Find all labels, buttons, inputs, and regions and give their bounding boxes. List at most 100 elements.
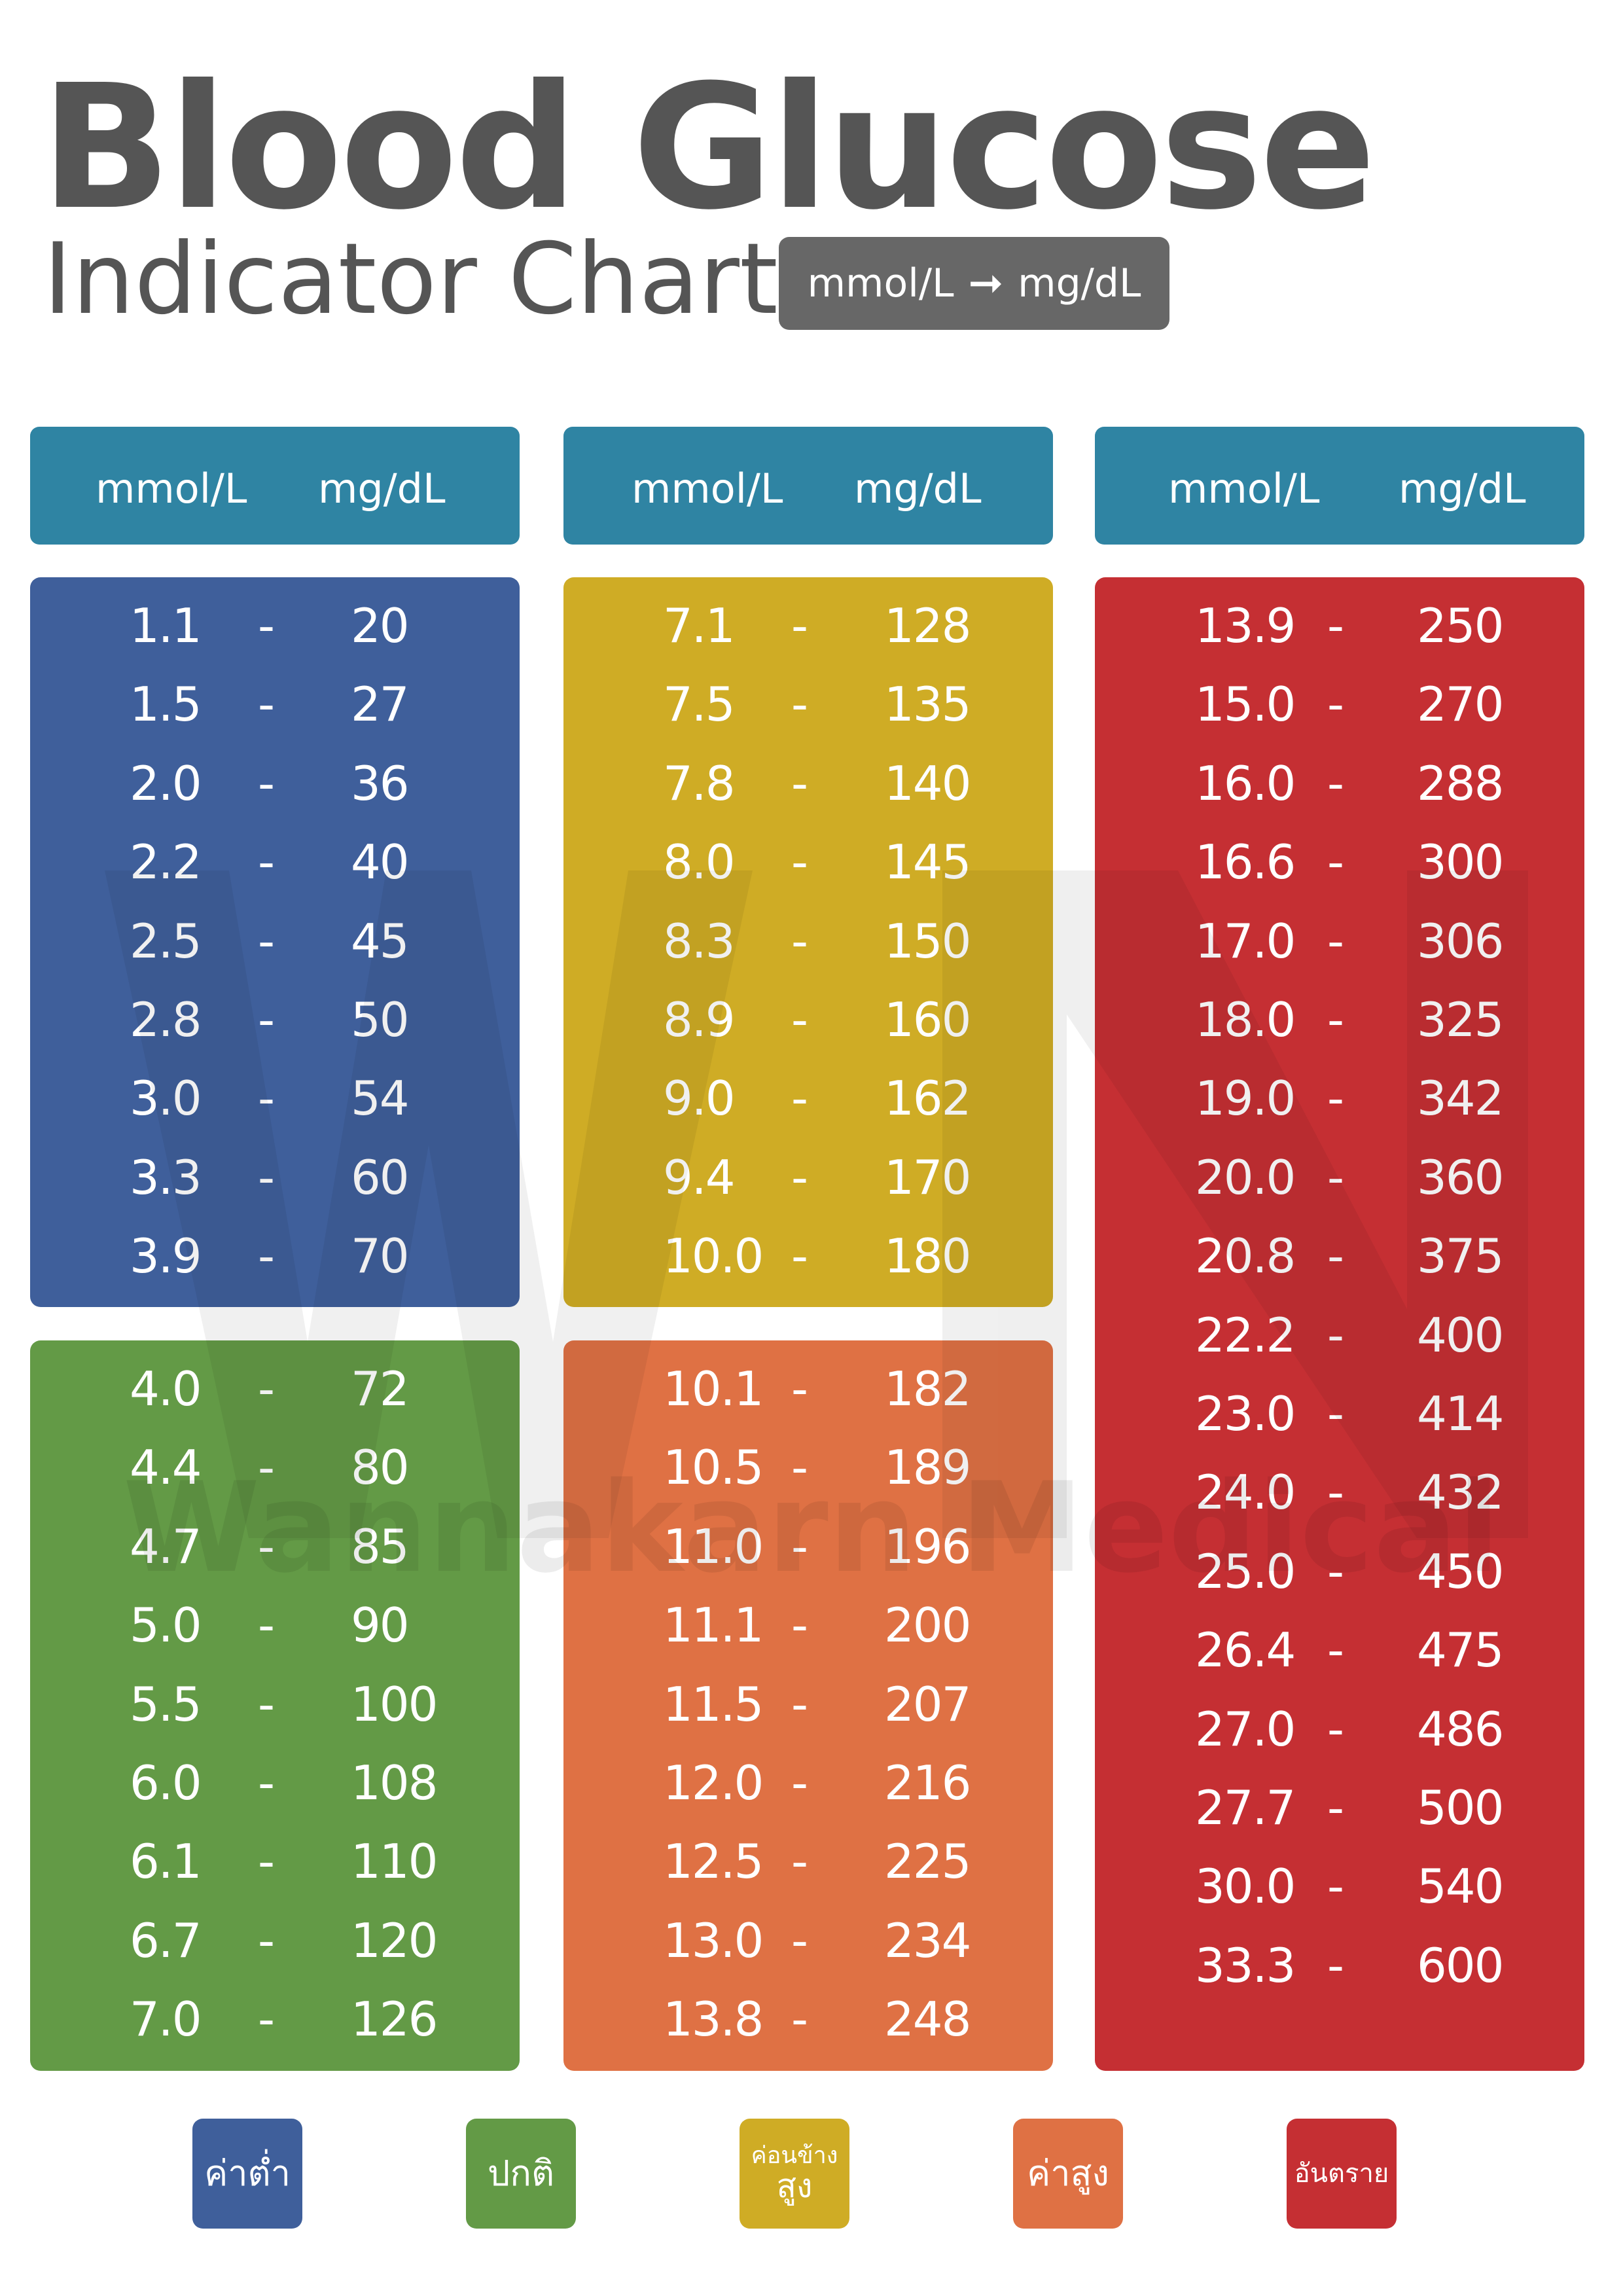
arrow-right-icon: ➞ [968,259,1004,308]
table-row: 20.0- 360 [1095,1136,1584,1214]
mgdl-value: 90 [351,1598,410,1653]
legend-label: ค่าสูง [1027,2153,1109,2195]
mgdl-value: 250 [1417,598,1504,653]
mmol-value: 12.5 [663,1834,764,1890]
mgdl-value: 325 [1417,992,1504,1047]
dash-separator: - [258,598,275,653]
dash-separator: - [258,1755,275,1810]
unit-from: mmol/L [807,260,954,306]
dash-separator: - [258,1361,275,1416]
mmol-value: 12.0 [663,1755,764,1810]
mmol-value: 27.7 [1195,1780,1296,1835]
mgdl-value: 128 [884,598,971,653]
table-row: 5.5- 100 [30,1662,520,1741]
dash-separator: - [258,913,275,969]
dash-separator: - [258,755,275,811]
mgdl-value: 36 [351,755,410,811]
dash-separator: - [258,1071,275,1126]
dash-separator: - [258,1912,275,1968]
table-row: 6.0 - 108 [30,1741,520,1820]
table-row: 33.3- 600 [1095,1924,1584,2002]
table-row: 25.0- 450 [1095,1530,1584,1608]
dash-separator: - [791,992,808,1047]
table-row: 6.1- 110 [30,1820,520,1898]
range-block-low: 1.1-20 1.5-27 2.0-36 2.2-40 2.5-45 2.8-50 3.0-… [30,577,520,1307]
header-mg: mg/dL [1399,465,1526,512]
mmol-value: 20.8 [1195,1229,1296,1284]
mmol-value: 2.0 [130,755,202,811]
mmol-value: 9.0 [663,1071,736,1126]
mgdl-value: 60 [351,1149,410,1205]
dash-separator: - [1327,992,1344,1047]
dash-separator: - [1327,1859,1344,1914]
mmol-value: 26.4 [1195,1623,1296,1678]
mgdl-value: 100 [351,1676,438,1732]
table-row: 11.5- 207 [563,1662,1053,1741]
mgdl-value: 500 [1417,1780,1504,1835]
table-row: 26.4- 475 [1095,1608,1584,1687]
mgdl-value: 72 [351,1361,410,1416]
dash-separator: - [791,1834,808,1890]
mgdl-value: 248 [884,1992,971,2047]
table-row: 16.6- 300 [1095,820,1584,899]
mmol-value: 2.8 [130,992,202,1047]
table-row: 2.5- 45 [30,899,520,978]
table-row: 17.0- 306 [1095,899,1584,978]
table-row: 22.2- 400 [1095,1293,1584,1372]
legend-label: ค่าต่ำ [204,2153,291,2195]
mgdl-value: 216 [884,1755,971,1810]
dash-separator: - [791,1992,808,2047]
table-row: 24.0- 432 [1095,1450,1584,1529]
mmol-value: 5.5 [130,1676,202,1732]
legend-borderline: ค่อนข้าง สูง [740,2119,849,2229]
dash-separator: - [1327,1149,1344,1205]
mmol-value: 17.0 [1195,913,1296,969]
range-block-borderline: 7.1-128 7.5-135 7.8-140 8.0-145 8.3-150 8.9-1… [563,577,1053,1307]
mgdl-value: 207 [884,1676,971,1732]
unit-conversion-badge: mmol/L ➞ mg/dL [779,237,1169,330]
table-row: 20.8- 375 [1095,1214,1584,1293]
table-row: 13.8- 248 [563,1977,1053,2056]
dash-separator: - [791,1598,808,1653]
mmol-value: 16.0 [1195,755,1296,811]
table-row: 5.0 - 90 [30,1583,520,1662]
header-mg: mg/dL [318,465,446,512]
dash-separator: - [791,1912,808,1968]
table-row: 18.0- 325 [1095,978,1584,1056]
table-row: 9.4- 170 [563,1136,1053,1214]
mgdl-value: 300 [1417,834,1504,890]
mgdl-value: 45 [351,913,410,969]
table-row: 11.0- 196 [563,1505,1053,1583]
table-row: 7.1- 128 [563,584,1053,662]
mmol-value: 10.0 [663,1229,764,1284]
mmol-value: 13.8 [663,1992,764,2047]
dash-separator: - [1327,1543,1344,1599]
dash-separator: - [258,1440,275,1496]
mgdl-value: 375 [1417,1229,1504,1284]
dash-separator: - [791,1518,808,1574]
mmol-value: 2.5 [130,913,202,969]
dash-separator: - [791,1071,808,1126]
dash-separator: - [1327,598,1344,653]
header-mmol: mmol/L [96,465,247,512]
mgdl-value: 475 [1417,1623,1504,1678]
mmol-value: 10.1 [663,1361,764,1416]
mmol-value: 18.0 [1195,992,1296,1047]
mgdl-value: 50 [351,992,410,1047]
mgdl-value: 150 [884,913,971,969]
mgdl-value: 120 [351,1912,438,1968]
unit-to: mg/dL [1018,260,1141,306]
dash-separator: - [791,1361,808,1416]
dash-separator: - [258,1518,275,1574]
dash-separator: - [258,1834,275,1890]
mmol-value: 8.0 [663,834,736,890]
table-row: 4.7- 85 [30,1505,520,1583]
mgdl-value: 306 [1417,913,1504,969]
mgdl-value: 600 [1417,1937,1504,1993]
table-row: 10.1- 182 [563,1347,1053,1426]
table-row: 7.0 - 126 [30,1977,520,2056]
table-row: 23.0- 414 [1095,1372,1584,1450]
table-row: 2.8 - 50 [30,978,520,1056]
mmol-value: 1.1 [130,598,202,653]
legend-label: อันตราย [1294,2159,1389,2189]
